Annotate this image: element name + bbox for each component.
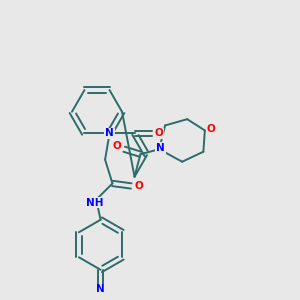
- Text: N: N: [96, 284, 105, 295]
- Text: O: O: [154, 128, 163, 138]
- Text: N: N: [105, 128, 114, 138]
- Text: O: O: [207, 124, 216, 134]
- Text: O: O: [134, 181, 143, 191]
- Text: O: O: [112, 141, 121, 151]
- Text: N: N: [156, 143, 165, 153]
- Text: NH: NH: [86, 198, 104, 208]
